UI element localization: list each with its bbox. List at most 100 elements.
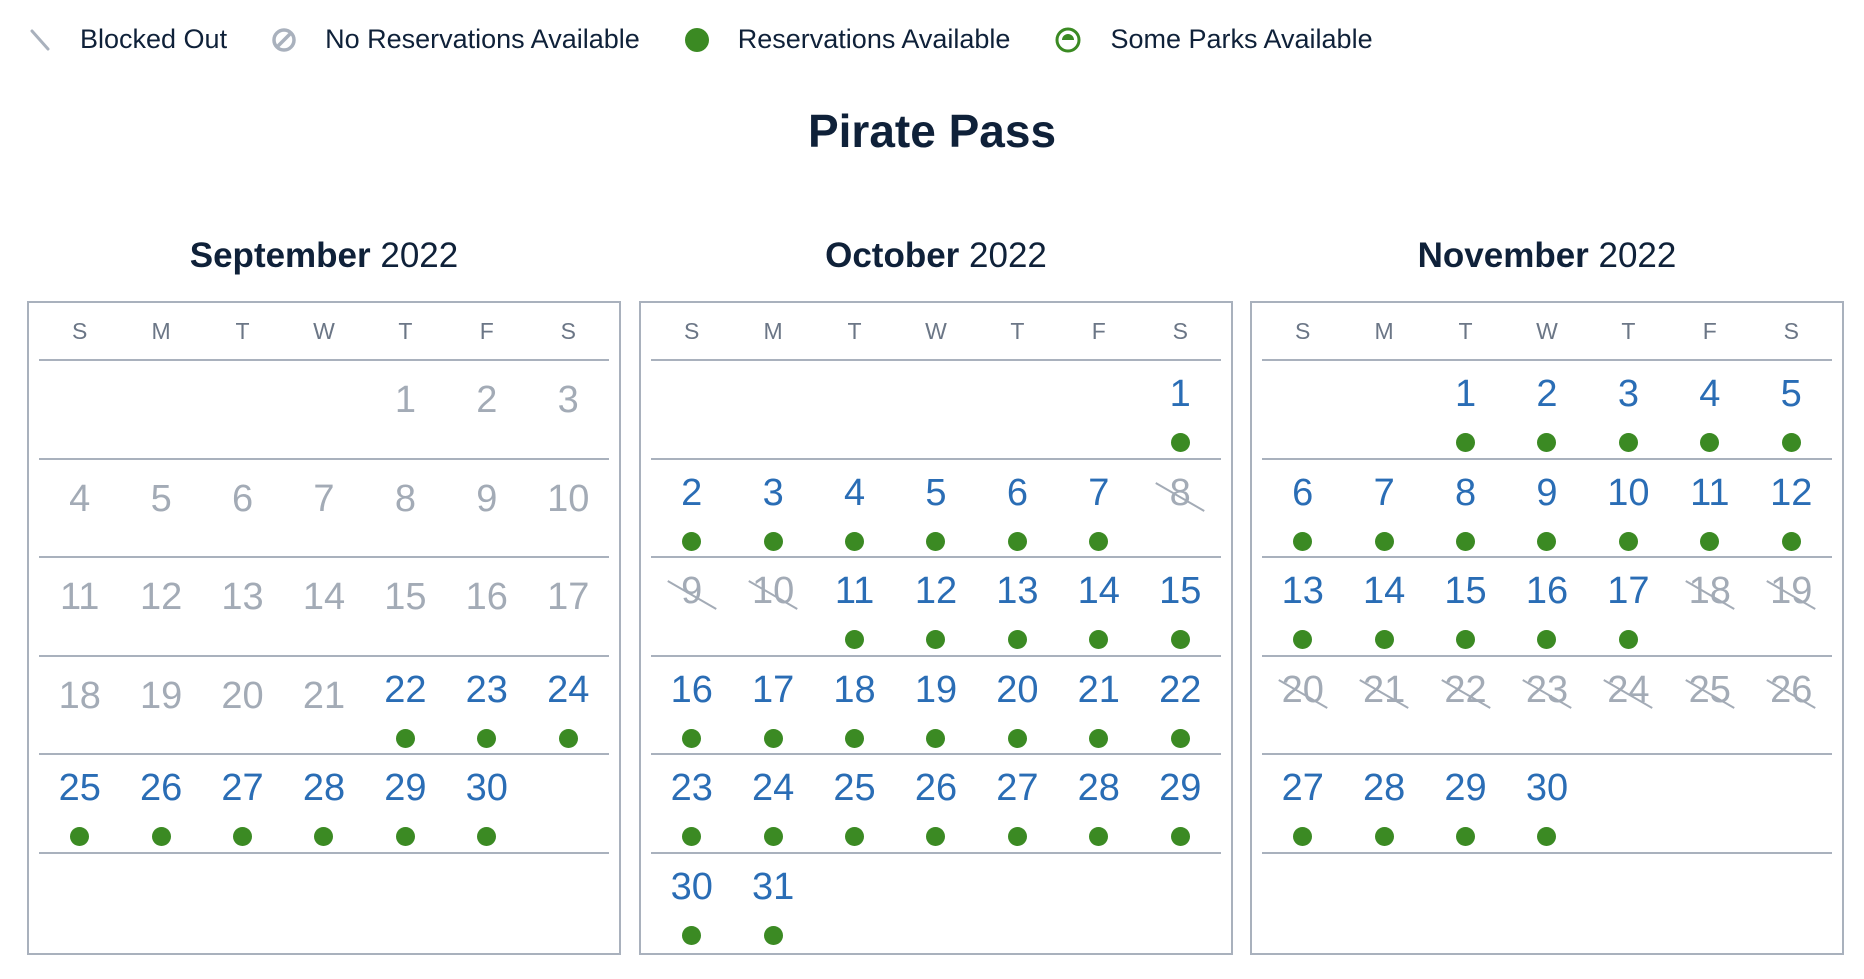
- empty-cell: [1669, 755, 1750, 852]
- day-cell-available[interactable]: 4: [1669, 361, 1750, 458]
- empty-cell: [814, 854, 895, 951]
- day-number: 4: [69, 477, 91, 520]
- day-number: 29: [1159, 767, 1202, 810]
- month-title: November 2022: [1250, 236, 1844, 286]
- reservations-available-icon: [151, 827, 171, 847]
- day-number: 9: [681, 570, 703, 613]
- day-cell-available[interactable]: 27: [1262, 755, 1343, 852]
- day-cell-available[interactable]: 28: [1058, 755, 1139, 852]
- day-cell-available[interactable]: 11: [814, 558, 895, 655]
- day-cell-available[interactable]: 23: [446, 657, 527, 754]
- day-cell-past: 11: [39, 558, 120, 655]
- day-cell-available[interactable]: 16: [1506, 558, 1587, 655]
- day-number: 1: [394, 379, 416, 421]
- day-cell-available[interactable]: 5: [895, 460, 976, 557]
- day-number: 17: [1607, 570, 1650, 613]
- day-cell-available[interactable]: 24: [528, 657, 609, 754]
- day-cell-available[interactable]: 29: [1140, 755, 1221, 852]
- day-cell-available[interactable]: 3: [732, 460, 813, 557]
- day-cell-available[interactable]: 15: [1425, 558, 1506, 655]
- day-cell-available[interactable]: 6: [1262, 460, 1343, 557]
- day-cell-available[interactable]: 9: [1506, 460, 1587, 557]
- day-cell-available[interactable]: 27: [202, 755, 283, 852]
- weekday-label: M: [763, 318, 783, 344]
- day-cell-available[interactable]: 2: [651, 460, 732, 557]
- day-cell-available[interactable]: 14: [1058, 558, 1139, 655]
- weekday-label: S: [684, 318, 700, 344]
- day-cell-available[interactable]: 23: [651, 755, 732, 852]
- day-cell-available[interactable]: 12: [895, 558, 976, 655]
- day-number: 25: [1688, 668, 1731, 711]
- day-cell-available[interactable]: 13: [1262, 558, 1343, 655]
- day-cell-available[interactable]: 31: [732, 854, 813, 951]
- day-cell-available[interactable]: 22: [1140, 657, 1221, 754]
- day-cell-blocked: 22: [1425, 657, 1506, 754]
- day-cell-available[interactable]: 19: [895, 657, 976, 754]
- reservations-available-icon: [233, 827, 253, 847]
- reservations-available-icon: [1170, 827, 1190, 847]
- calendar-week: 20 21 22 23 24 25 26: [1262, 657, 1832, 756]
- reservations-available-icon: [926, 630, 946, 650]
- day-cell-available[interactable]: 4: [814, 460, 895, 557]
- day-number: 14: [302, 576, 346, 619]
- day-cell-blocked: 10: [732, 558, 813, 655]
- reservations-available-icon: [1293, 531, 1313, 551]
- day-cell-available[interactable]: 1: [1140, 361, 1221, 458]
- day-cell-available[interactable]: 29: [1425, 755, 1506, 852]
- day-cell-available[interactable]: 6: [977, 460, 1058, 557]
- reservations-available-icon: [682, 827, 702, 847]
- day-cell-available[interactable]: 3: [1588, 361, 1669, 458]
- day-cell-available[interactable]: 7: [1058, 460, 1139, 557]
- day-cell-available[interactable]: 27: [977, 755, 1058, 852]
- day-number: 12: [1770, 471, 1813, 514]
- day-number: 15: [1159, 570, 1202, 613]
- calendar-week: 4 5 6 7 8 9 10: [39, 460, 609, 559]
- reservations-available-icon: [1007, 531, 1027, 551]
- calendar-week: 1 2 3: [39, 361, 609, 460]
- day-cell-available[interactable]: 5: [1751, 361, 1832, 458]
- reservations-available-icon: [477, 827, 497, 847]
- day-number: 20: [1281, 668, 1324, 711]
- month-name: November: [1417, 236, 1589, 275]
- day-cell-blocked: 21: [1343, 657, 1424, 754]
- day-cell-available[interactable]: 2: [1506, 361, 1587, 458]
- day-cell-available[interactable]: 26: [895, 755, 976, 852]
- reservations-available-icon: [1170, 433, 1190, 452]
- day-cell-available[interactable]: 25: [39, 755, 120, 852]
- reservations-available-icon: [395, 728, 415, 748]
- day-cell-available[interactable]: 28: [283, 755, 364, 852]
- day-cell-available[interactable]: 14: [1343, 558, 1424, 655]
- reservations-available-icon: [845, 531, 865, 551]
- day-cell-available[interactable]: 21: [1058, 657, 1139, 754]
- day-cell-available[interactable]: 1: [1425, 361, 1506, 458]
- reservations-available-icon: [1456, 630, 1476, 650]
- day-cell-available[interactable]: 15: [1140, 558, 1221, 655]
- day-cell-past: 14: [283, 558, 364, 655]
- day-number: 5: [925, 471, 947, 514]
- empty-cell: [202, 854, 283, 951]
- day-cell-available[interactable]: 7: [1343, 460, 1424, 557]
- day-number: 3: [1617, 373, 1639, 415]
- day-cell-available[interactable]: 11: [1669, 460, 1750, 557]
- empty-cell: [528, 854, 609, 951]
- day-cell-available[interactable]: 25: [814, 755, 895, 852]
- day-cell-available[interactable]: 30: [651, 854, 732, 951]
- day-cell-available[interactable]: 24: [732, 755, 813, 852]
- day-cell-available[interactable]: 20: [977, 657, 1058, 754]
- day-cell-available[interactable]: 30: [1506, 755, 1587, 852]
- day-cell-available[interactable]: 13: [977, 558, 1058, 655]
- day-cell-available[interactable]: 22: [365, 657, 446, 754]
- day-cell-available[interactable]: 28: [1343, 755, 1424, 852]
- day-cell-available[interactable]: 12: [1751, 460, 1832, 557]
- day-cell-available[interactable]: 10: [1588, 460, 1669, 557]
- day-number: 14: [1362, 570, 1406, 613]
- day-cell-available[interactable]: 17: [1588, 558, 1669, 655]
- day-cell-available[interactable]: 30: [446, 755, 527, 852]
- day-cell-available[interactable]: 18: [814, 657, 895, 754]
- day-cell-available[interactable]: 26: [120, 755, 201, 852]
- day-cell-available[interactable]: 16: [651, 657, 732, 754]
- day-cell-available[interactable]: 29: [365, 755, 446, 852]
- day-cell-available[interactable]: 17: [732, 657, 813, 754]
- weekday-label: M: [151, 318, 171, 344]
- day-cell-available[interactable]: 8: [1425, 460, 1506, 557]
